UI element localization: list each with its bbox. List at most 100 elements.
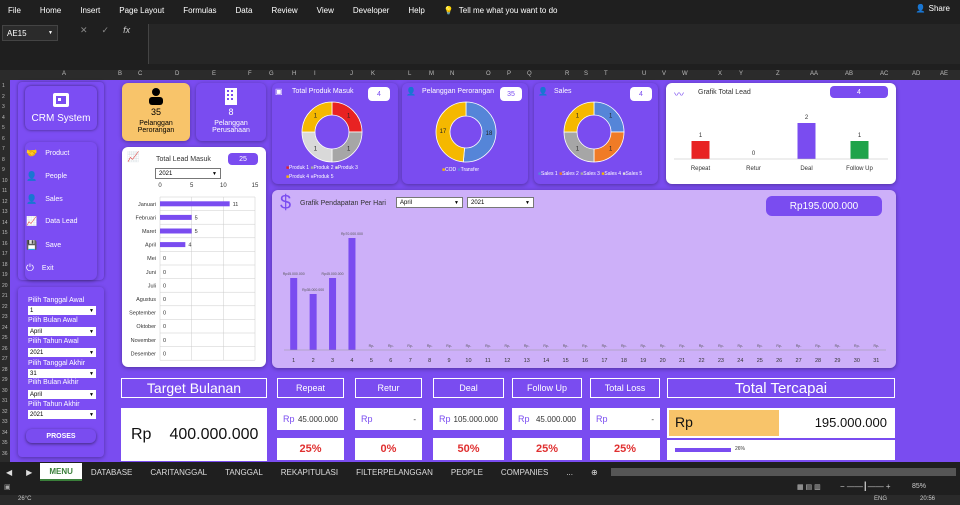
row-header[interactable]: 17 <box>2 251 8 257</box>
row-header[interactable]: 8 <box>2 156 5 163</box>
column-header[interactable]: H <box>292 71 297 77</box>
nav-people[interactable]: 👤 People <box>26 171 68 181</box>
filter-tanggal-awal-select[interactable]: 1 <box>28 306 96 315</box>
row-header[interactable]: 11 <box>2 188 8 194</box>
nav-product[interactable]: 🤝 Product <box>26 148 70 158</box>
cancel-icon[interactable]: ✕ <box>80 25 88 35</box>
share-button[interactable]: 👤 Share <box>915 4 950 13</box>
column-header[interactable]: E <box>212 71 217 77</box>
proses-button[interactable]: PROSES <box>26 429 96 443</box>
column-header[interactable]: T <box>604 71 608 77</box>
menu-formulas[interactable]: Formulas <box>183 5 217 15</box>
column-header[interactable]: I <box>314 71 316 77</box>
tell-me-search[interactable]: 💡 Tell me what you want to do <box>443 5 558 15</box>
row-header[interactable]: 23 <box>2 314 8 320</box>
menu-home[interactable]: Home <box>39 5 62 15</box>
row-header[interactable]: 3 <box>2 104 5 110</box>
menu-review[interactable]: Review <box>271 5 298 15</box>
tab-database[interactable]: DATABASE <box>90 467 133 477</box>
row-header[interactable]: 2 <box>2 93 5 100</box>
row-header[interactable]: 10 <box>2 177 8 184</box>
menu-developer[interactable]: Developer <box>352 5 390 15</box>
pendapatan-year-select[interactable]: 2021 <box>467 197 534 208</box>
row-header[interactable]: 7 <box>2 146 5 152</box>
nav-save[interactable]: 💾 Save <box>26 240 62 250</box>
formula-input[interactable] <box>148 24 960 64</box>
horizontal-scrollbar[interactable] <box>607 463 960 481</box>
row-header[interactable]: 12 <box>2 198 8 205</box>
row-header[interactable]: 5 <box>2 125 5 131</box>
name-box[interactable]: AE15 ▼ <box>2 25 58 41</box>
nav-sales[interactable]: 👤 Sales <box>26 194 63 204</box>
menu-page-layout[interactable]: Page Layout <box>119 5 165 15</box>
column-header[interactable]: M <box>429 71 434 77</box>
column-header[interactable]: AC <box>880 71 889 77</box>
row-header[interactable]: 34 <box>2 429 8 436</box>
tab-nav-prev-icon[interactable]: ◀ <box>6 467 13 477</box>
row-header[interactable]: 27 <box>2 356 8 362</box>
row-header[interactable]: 32 <box>2 408 8 415</box>
row-header[interactable]: 4 <box>2 114 5 121</box>
nav-data-lead[interactable]: 📈 Data Lead <box>26 216 78 226</box>
row-header[interactable]: 20 <box>2 282 8 289</box>
column-header[interactable]: U <box>642 71 647 77</box>
row-header[interactable]: 9 <box>2 167 5 173</box>
row-header[interactable]: 13 <box>2 209 8 215</box>
row-header[interactable]: 35 <box>2 440 8 446</box>
column-header[interactable]: P <box>507 71 512 77</box>
column-header[interactable]: J <box>350 71 353 77</box>
row-header[interactable]: 29 <box>2 377 8 383</box>
tab-filterpelanggan[interactable]: FILTERPELANGGAN <box>356 467 433 477</box>
column-header[interactable]: O <box>486 71 491 77</box>
row-header[interactable]: 15 <box>2 230 8 236</box>
column-header[interactable]: Z <box>776 71 780 77</box>
column-header[interactable]: AA <box>810 71 819 77</box>
column-header[interactable]: S <box>584 71 589 77</box>
tab-caritanggal[interactable]: CARITANGGAL <box>150 467 208 477</box>
column-header[interactable]: B <box>118 71 123 77</box>
filter-bulan-awal-select[interactable]: April <box>28 327 96 336</box>
lead-masuk-year-select[interactable]: 2021 <box>155 168 221 179</box>
menu-insert[interactable]: Insert <box>80 5 101 15</box>
row-header[interactable]: 1 <box>2 83 5 89</box>
column-header[interactable]: D <box>175 71 180 77</box>
column-header[interactable]: W <box>682 71 688 77</box>
column-header[interactable]: V <box>662 71 667 77</box>
zoom-slider[interactable]: − ——┃—— + <box>840 482 891 491</box>
row-header[interactable]: 31 <box>2 398 8 404</box>
tab-rekapitulasi[interactable]: REKAPITULASI <box>280 467 339 477</box>
fx-icon[interactable]: fx <box>123 25 131 35</box>
column-header[interactable]: Y <box>739 71 744 77</box>
filter-tahun-awal-select[interactable]: 2021 <box>28 348 96 357</box>
column-header[interactable]: X <box>718 71 723 77</box>
row-header[interactable]: 25 <box>2 335 8 341</box>
row-header[interactable]: 26 <box>2 345 8 352</box>
column-header[interactable]: AE <box>940 71 949 77</box>
view-icons[interactable]: ▦ ▤ ▥ <box>797 484 821 491</box>
add-sheet-icon[interactable]: ⊕ <box>591 467 598 477</box>
column-header[interactable]: G <box>269 71 274 77</box>
menu-file[interactable]: File <box>8 5 21 15</box>
nav-exit[interactable]: ⏻ Exit <box>26 263 54 274</box>
row-header[interactable]: 16 <box>2 240 8 247</box>
filter-tanggal-akhir-select[interactable]: 31 <box>28 369 96 378</box>
menu-data[interactable]: Data <box>235 5 253 15</box>
column-header[interactable]: AB <box>845 71 854 77</box>
row-header[interactable]: 28 <box>2 366 8 373</box>
tab-menu[interactable]: MENU <box>40 463 82 481</box>
tab-people[interactable]: PEOPLE <box>450 467 483 477</box>
tab-more[interactable]: ... <box>566 467 573 477</box>
tab-tanggal[interactable]: TANGGAL <box>225 467 263 477</box>
column-header[interactable]: AD <box>912 71 921 77</box>
column-header[interactable]: N <box>450 71 455 77</box>
check-icon[interactable]: ✓ <box>101 25 110 35</box>
column-header[interactable]: C <box>138 71 143 77</box>
tab-nav-next-icon[interactable]: ▶ <box>26 467 33 477</box>
row-header[interactable]: 6 <box>2 135 5 142</box>
menu-view[interactable]: View <box>316 5 334 15</box>
column-header[interactable]: K <box>371 71 376 77</box>
filter-bulan-akhir-select[interactable]: April <box>28 390 96 399</box>
row-header[interactable]: 36 <box>2 450 8 457</box>
row-header[interactable]: 24 <box>2 324 8 331</box>
row-header[interactable]: 33 <box>2 419 8 425</box>
